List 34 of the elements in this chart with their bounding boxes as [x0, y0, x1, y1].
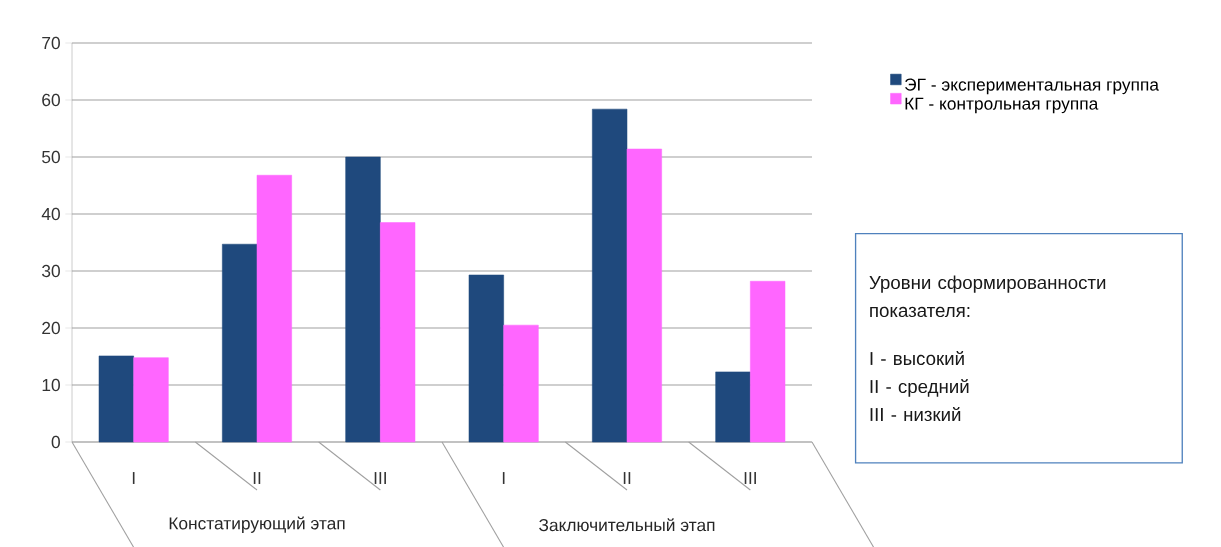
legend-label: КГ - контрольная группа: [905, 97, 1099, 114]
bar: [592, 108, 628, 443]
legend-label: ЭГ - экспериментальная группа: [905, 78, 1159, 95]
text: III - низкий: [870, 407, 961, 422]
x-tick-label: I: [132, 472, 135, 484]
text: II - средний: [870, 379, 969, 397]
bar: [468, 274, 504, 443]
bar: [503, 324, 539, 443]
bar: [626, 148, 662, 443]
bar: [750, 280, 786, 443]
x-tick-label: II: [623, 472, 631, 484]
y-tick-label: 40: [41, 207, 60, 221]
bar: [133, 357, 169, 443]
y-tick-label: 70: [42, 36, 60, 50]
bar: [715, 371, 751, 443]
bar: [345, 156, 381, 443]
text: I - высокий: [870, 351, 964, 366]
text: Констатирующий этап: [169, 516, 345, 533]
x-tick-label: III: [744, 472, 756, 484]
y-tick-label: 10: [42, 378, 60, 392]
text: Уровни сформированности показателя:: [869, 275, 1106, 318]
y-tick-label: 0: [51, 435, 60, 449]
y-tick-label: 20: [42, 321, 60, 335]
x-tick-label: III: [374, 472, 386, 484]
bar: [98, 355, 134, 443]
x-tick-label: I: [502, 472, 505, 484]
y-tick-label: 60: [42, 93, 60, 107]
bar: [380, 222, 416, 443]
bar: [256, 174, 292, 443]
y-tick-label: 30: [42, 264, 60, 278]
bar: [222, 243, 258, 443]
text: Заключительный этап: [539, 518, 715, 532]
x-tick-label: II: [253, 472, 261, 484]
y-tick-label: 50: [42, 150, 60, 164]
